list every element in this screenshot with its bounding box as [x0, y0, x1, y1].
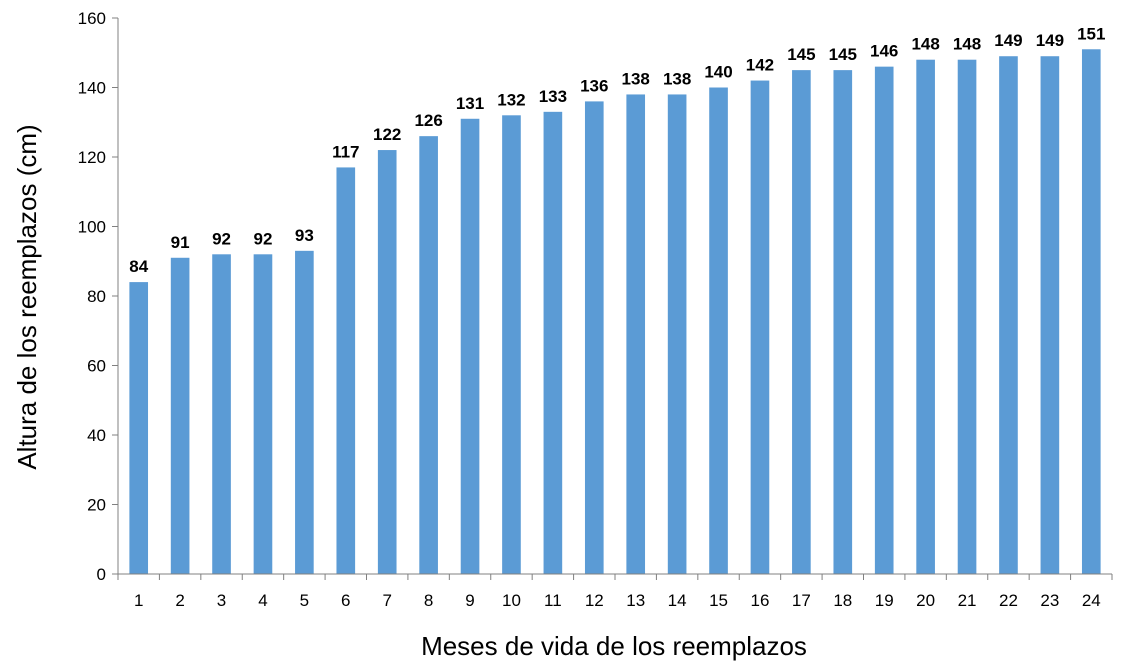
- data-label: 148: [911, 35, 939, 54]
- x-tick-label: 4: [258, 591, 267, 610]
- data-label: 149: [994, 31, 1022, 50]
- bar: [336, 167, 356, 575]
- data-label: 145: [787, 45, 815, 64]
- x-tick-label: 22: [999, 591, 1018, 610]
- bar: [626, 94, 646, 574]
- bar-series: [129, 49, 1101, 575]
- x-tick-label: 5: [300, 591, 309, 610]
- x-tick-label: 3: [217, 591, 226, 610]
- bar: [295, 250, 314, 574]
- y-tick-label: 160: [78, 9, 106, 28]
- data-label: 133: [539, 87, 567, 106]
- x-tick-label: 18: [833, 591, 852, 610]
- x-tick-label: 11: [544, 591, 562, 610]
- axes: [117, 18, 1112, 575]
- x-tick-label: 16: [750, 591, 769, 610]
- bar: [874, 66, 894, 575]
- bar: [1081, 49, 1101, 574]
- x-tick-label: 15: [709, 591, 728, 610]
- data-labels: 84 91 92 92 93 117 122 126 131 132 133 136 138 138 140…: [129, 24, 1105, 276]
- data-label: 151: [1077, 24, 1105, 43]
- data-label: 142: [746, 56, 774, 75]
- x-axis-ticks: 1 2 3 4 5 6 7 8 9 10 11 12 13 14 15 16 17 18 19 20 21 22 23 24: [117, 574, 1113, 610]
- y-tick-label: 0: [97, 565, 106, 584]
- bar: [460, 118, 480, 575]
- data-label: 84: [129, 257, 148, 276]
- bar: [377, 150, 397, 575]
- data-label: 140: [704, 63, 732, 82]
- y-axis-title: Altura de los reemplazos (cm): [12, 124, 42, 469]
- x-tick-label: 1: [134, 591, 143, 610]
- bar: [999, 56, 1018, 575]
- bar: [916, 59, 935, 574]
- y-tick-label: 140: [78, 79, 106, 98]
- bar: [543, 111, 563, 574]
- data-label: 122: [373, 125, 401, 144]
- bar: [170, 257, 190, 574]
- bar: [584, 101, 604, 575]
- x-tick-label: 6: [341, 591, 350, 610]
- bar: [212, 254, 231, 575]
- y-tick-label: 20: [87, 496, 106, 515]
- x-tick-label: 7: [382, 591, 391, 610]
- y-axis-ticks: 0 20 40 60 80 100 120 140 160: [78, 9, 118, 584]
- data-label: 91: [171, 233, 190, 252]
- x-tick-label: 23: [1040, 591, 1059, 610]
- data-label: 138: [622, 69, 650, 88]
- data-label: 92: [253, 229, 272, 248]
- x-axis-title: Meses de vida de los reemplazos: [421, 631, 807, 661]
- x-tick-label: 24: [1082, 591, 1101, 610]
- data-label: 131: [456, 94, 484, 113]
- y-tick-label: 40: [87, 426, 106, 445]
- x-tick-label: 8: [424, 591, 433, 610]
- data-label: 148: [953, 35, 981, 54]
- data-label: 136: [580, 76, 608, 95]
- data-label: 93: [295, 226, 314, 245]
- x-tick-label: 20: [916, 591, 935, 610]
- data-label: 117: [332, 142, 359, 161]
- x-tick-label: 17: [792, 591, 811, 610]
- bar: [667, 94, 687, 574]
- x-tick-label: 19: [875, 591, 894, 610]
- bar: [833, 70, 853, 574]
- x-tick-label: 12: [585, 591, 604, 610]
- data-label: 92: [212, 229, 231, 248]
- x-tick-label: 14: [668, 591, 687, 610]
- data-label: 138: [663, 69, 691, 88]
- y-tick-label: 100: [78, 218, 106, 237]
- data-label: 146: [870, 42, 898, 61]
- x-tick-label: 21: [958, 591, 977, 610]
- x-tick-label: 10: [502, 591, 521, 610]
- bar: [253, 254, 273, 575]
- x-tick-label: 2: [175, 591, 184, 610]
- bar: [792, 70, 811, 574]
- bar: [502, 115, 521, 575]
- data-label: 149: [1036, 31, 1064, 50]
- y-tick-label: 120: [78, 148, 106, 167]
- bar: [419, 136, 438, 574]
- bar: [129, 282, 149, 574]
- bar: [957, 59, 977, 574]
- bar: [709, 87, 728, 574]
- x-tick-label: 13: [626, 591, 645, 610]
- bar: [1040, 56, 1060, 575]
- data-label: 145: [829, 45, 857, 64]
- y-tick-label: 80: [87, 287, 106, 306]
- data-label: 126: [414, 111, 442, 130]
- data-label: 132: [497, 90, 525, 109]
- y-tick-label: 60: [87, 357, 106, 376]
- x-tick-label: 9: [465, 591, 474, 610]
- bar: [750, 80, 770, 575]
